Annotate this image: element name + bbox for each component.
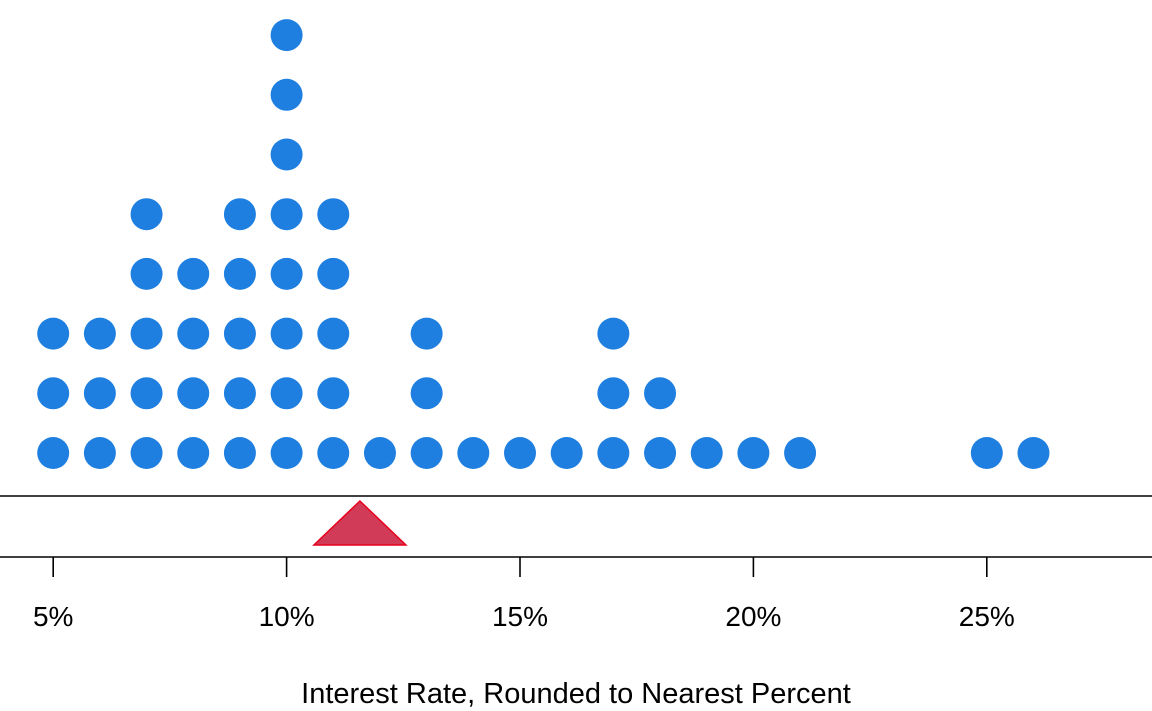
- data-dot: [130, 198, 163, 231]
- data-dot: [177, 377, 210, 410]
- data-dot: [784, 437, 817, 469]
- data-dot: [83, 377, 116, 410]
- data-dot: [1017, 437, 1050, 469]
- data-dot: [270, 138, 303, 171]
- x-tick-label: 20%: [725, 601, 781, 632]
- data-dot: [130, 317, 163, 350]
- data-dot: [597, 437, 630, 469]
- data-dot: [177, 317, 210, 350]
- data-dot: [317, 437, 350, 469]
- data-dot: [270, 198, 303, 231]
- data-dot: [177, 257, 210, 290]
- data-dot: [37, 377, 70, 410]
- data-dot: [270, 377, 303, 410]
- data-dot: [597, 317, 630, 350]
- x-tick-label: 15%: [492, 601, 548, 632]
- data-dot: [130, 377, 163, 410]
- data-dot: [550, 437, 583, 469]
- data-dot: [223, 317, 256, 350]
- x-tick-label: 5%: [33, 601, 73, 632]
- data-dot: [270, 257, 303, 290]
- data-dot: [317, 257, 350, 290]
- data-dot: [363, 437, 396, 469]
- data-dot: [504, 437, 536, 469]
- data-dot: [270, 437, 303, 469]
- data-dot: [223, 257, 256, 290]
- data-dot: [223, 198, 256, 231]
- x-tick-label: 10%: [259, 601, 315, 632]
- data-dot: [177, 437, 210, 469]
- data-dot: [970, 437, 1003, 469]
- data-dot: [130, 437, 163, 469]
- data-dot: [597, 377, 630, 410]
- data-dot: [270, 19, 303, 52]
- x-axis-ticks: 5% 10% 15% 20% 25%: [33, 557, 1015, 632]
- data-dot: [37, 317, 70, 350]
- data-dot: [83, 317, 116, 350]
- data-dot: [317, 198, 350, 231]
- data-dot: [130, 257, 163, 290]
- data-dot: [223, 437, 256, 469]
- x-axis-title: Interest Rate, Rounded to Nearest Percen…: [301, 678, 851, 710]
- data-dot: [410, 377, 443, 410]
- data-dot: [457, 437, 490, 469]
- data-dot: [410, 317, 443, 350]
- data-dot: [410, 437, 443, 469]
- data-dot: [737, 437, 770, 469]
- data-dot: [644, 377, 677, 410]
- data-dot: [690, 437, 723, 469]
- mean-triangle-marker: [312, 499, 408, 546]
- dots-layer: [37, 19, 1050, 469]
- data-dot: [270, 78, 303, 111]
- data-dot: [270, 317, 303, 350]
- data-dot: [223, 377, 256, 410]
- data-dot: [83, 437, 116, 469]
- data-dot: [317, 317, 350, 350]
- data-dot: [644, 437, 677, 469]
- x-tick-label: 25%: [959, 601, 1015, 632]
- data-dot: [317, 377, 350, 410]
- data-dot: [37, 437, 70, 469]
